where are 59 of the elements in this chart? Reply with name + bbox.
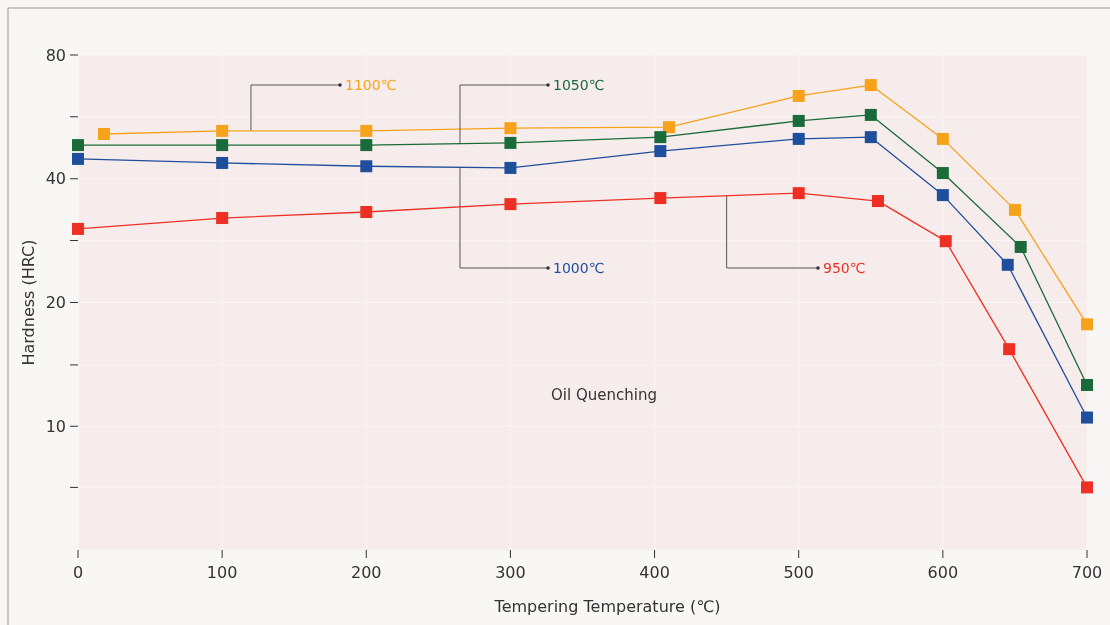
point: [504, 198, 517, 211]
point: [864, 131, 877, 144]
x-tick-label: 200: [351, 563, 382, 582]
point: [1081, 378, 1093, 391]
point: [1081, 481, 1093, 494]
point: [936, 132, 949, 145]
text: 1050℃: [553, 77, 605, 93]
point: [360, 206, 373, 219]
point: [504, 122, 517, 135]
point: [97, 127, 110, 140]
annotation: Oil Quenching: [551, 386, 657, 404]
x-tick-label: 400: [639, 563, 670, 582]
point: [504, 136, 517, 149]
point: [1081, 318, 1093, 331]
point: [936, 167, 949, 180]
point: [72, 222, 84, 235]
x-axis-title: Tempering Temperature (℃): [493, 597, 721, 616]
y-tick-label: 40: [45, 169, 66, 189]
point: [654, 192, 667, 205]
point: [662, 121, 675, 134]
x-tick-label: 300: [495, 563, 526, 582]
point: [1008, 203, 1021, 216]
text: 1000℃: [553, 260, 605, 276]
point: [72, 152, 84, 165]
point: [360, 160, 373, 173]
point: [864, 108, 877, 121]
point: [1014, 240, 1027, 253]
point: [360, 124, 373, 137]
point: [792, 132, 805, 145]
y-tick-label: 10: [45, 416, 66, 436]
point: [1081, 411, 1093, 424]
y-tick-label: 20: [45, 293, 66, 313]
point: [1001, 258, 1014, 271]
point: [792, 114, 805, 127]
y-tick-label: 80: [45, 45, 66, 65]
text: 950℃: [823, 260, 866, 276]
point: [792, 187, 805, 200]
point: [792, 89, 805, 102]
text: 1100℃: [345, 77, 397, 93]
point: [871, 195, 884, 208]
point: [504, 161, 517, 174]
point: [936, 189, 949, 202]
point: [1003, 343, 1016, 356]
point: [216, 156, 229, 169]
point: [216, 139, 229, 152]
point: [360, 139, 373, 152]
point: [72, 139, 84, 152]
point: [654, 131, 667, 144]
point: [216, 124, 229, 137]
y-axis-title: Hardness (HRC): [19, 239, 38, 366]
point: [216, 212, 229, 225]
x-tick-label: 500: [783, 563, 814, 582]
point: [654, 145, 667, 158]
point: [864, 79, 877, 92]
x-tick-label: 600: [927, 563, 959, 582]
x-tick-label: 700: [1071, 563, 1103, 582]
point: [939, 235, 952, 248]
x-tick-label: 100: [206, 563, 238, 582]
x-tick-label: 0: [72, 563, 84, 582]
